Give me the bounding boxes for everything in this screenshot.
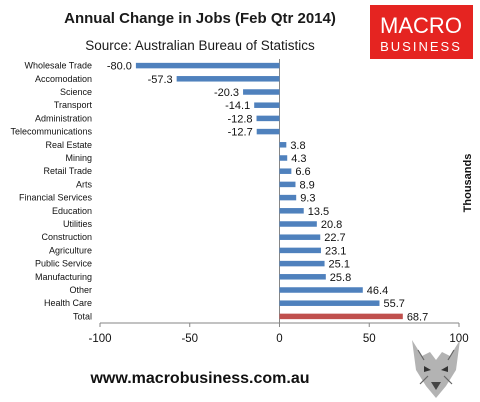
data-label: 6.6 [295,166,310,178]
category-label: Administration [35,113,92,123]
data-label: -14.1 [225,100,250,112]
category-label: Retail Trade [43,166,92,176]
bar [279,194,297,201]
bar [256,115,280,122]
category-label: Telecommunications [10,127,92,137]
category-label: Health Care [44,298,92,308]
data-label: 13.5 [308,206,329,218]
category-label: Construction [41,232,92,242]
data-label: 4.3 [291,153,306,165]
category-label: Science [60,87,92,97]
data-label: 25.8 [330,272,351,284]
bar [279,287,363,293]
bar [279,208,304,214]
logo-text-business: BUSINESS [380,39,462,54]
data-label: 25.1 [329,259,350,271]
data-label: 68.7 [407,311,428,323]
bar [279,300,380,306]
data-label: -20.3 [214,87,239,99]
plot-area: -100 -50 0 50 100 Wholesale Trade -80.0 Accomod… [10,59,469,345]
data-label: 3.8 [290,140,305,152]
category-label: Agriculture [49,245,92,255]
y-axis-label: Thousands [462,154,474,213]
chart-subtitle: Source: Australian Bureau of Statistics [85,38,315,53]
wolf-head-icon [412,340,460,398]
category-label: Other [69,285,92,295]
bar [279,142,287,148]
data-label: -80.0 [107,61,132,73]
bar [279,168,292,174]
bar [279,274,326,280]
data-label: 8.9 [299,179,314,191]
macrobusiness-logo: MACRO BUSINESS [370,5,473,59]
bar [279,221,317,227]
category-label: Utilities [63,219,93,229]
category-label: Real Estate [45,140,92,150]
category-label: Mining [65,153,92,163]
category-label: Manufacturing [35,272,92,282]
data-label: -12.7 [228,127,253,139]
data-label: 46.4 [367,285,388,297]
data-label: -57.3 [148,74,173,86]
category-label: Public Service [35,259,92,269]
x-tick-label: 0 [276,333,282,345]
bar [135,62,280,69]
data-label: 20.8 [321,219,342,231]
category-label: Accomodation [35,74,92,84]
x-tick-label: -50 [181,333,198,345]
data-label: 9.3 [300,193,315,205]
chart-title: Annual Change in Jobs (Feb Qtr 2014) [64,10,336,27]
bar [256,128,280,135]
logo-text-macro: MACRO [380,13,462,38]
data-label: -12.8 [227,113,252,125]
bar [254,102,280,108]
data-label: 22.7 [324,232,345,244]
data-label: 23.1 [325,245,346,257]
bar [176,76,280,82]
category-label: Total [73,311,92,321]
category-label: Financial Services [19,193,93,203]
bar [279,247,321,254]
x-tick-label: 50 [363,333,376,345]
category-label: Education [52,206,92,216]
data-label: 55.7 [383,298,404,310]
logo-background [370,5,473,59]
bar [279,181,296,188]
category-label: Arts [76,179,93,189]
footer-url[interactable]: www.macrobusiness.com.au [89,370,309,387]
category-label: Transport [54,100,93,110]
x-tick-label: -100 [88,333,111,345]
category-label: Wholesale Trade [24,61,92,71]
bar [279,155,288,161]
bar [279,260,325,267]
x-tick-label: 100 [449,333,468,345]
bar [279,234,321,240]
bar [243,89,280,95]
bar [279,313,403,320]
